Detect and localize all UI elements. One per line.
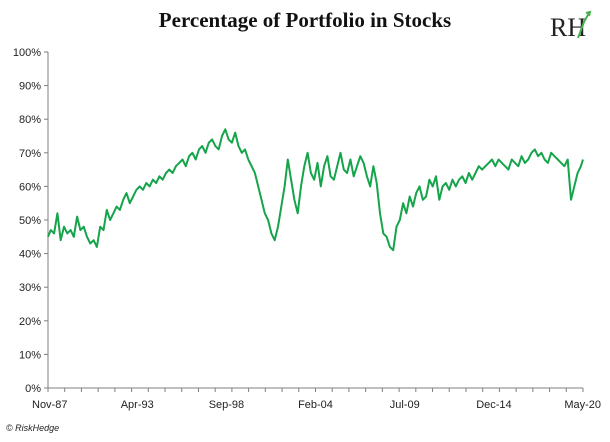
- riskhedge-logo-icon: RH: [550, 10, 592, 42]
- y-tick-label: 0%: [25, 383, 41, 395]
- y-tick-label: 50%: [19, 215, 41, 227]
- y-tick-label: 20%: [19, 316, 41, 328]
- y-tick-label: 80%: [19, 114, 41, 126]
- x-tick-label: Sep-98: [209, 399, 244, 411]
- x-tick-label: May-20: [564, 399, 601, 411]
- chart-title: Percentage of Portfolio in Stocks: [158, 8, 452, 32]
- y-tick-label: 30%: [19, 282, 41, 294]
- y-axis-ticks: 0% 10% 20% 30% 40% 50% 60% 70% 80% 90% 100%: [13, 47, 48, 395]
- x-tick-label: Apr-93: [121, 399, 154, 411]
- y-tick-label: 40%: [19, 249, 41, 261]
- y-tick-label: 10%: [19, 349, 41, 361]
- x-tick-label: Feb-04: [298, 399, 333, 411]
- y-tick-label: 90%: [19, 81, 41, 93]
- portfolio-stocks-series-line: [47, 128, 584, 252]
- y-tick-label: 70%: [19, 148, 41, 160]
- x-tick-label: Jul-09: [390, 399, 420, 411]
- x-tick-label: Dec-14: [476, 399, 511, 411]
- x-tick-label: Nov-87: [32, 399, 67, 411]
- source-credit: © RiskHedge: [6, 423, 60, 433]
- logo-text: RH: [550, 13, 586, 42]
- y-tick-label: 60%: [19, 181, 41, 193]
- y-tick-label: 100%: [13, 47, 41, 59]
- x-axis-ticks: Nov-87 Apr-93 Sep-98 Feb-04 Jul-09 Dec-14 May-…: [32, 388, 601, 411]
